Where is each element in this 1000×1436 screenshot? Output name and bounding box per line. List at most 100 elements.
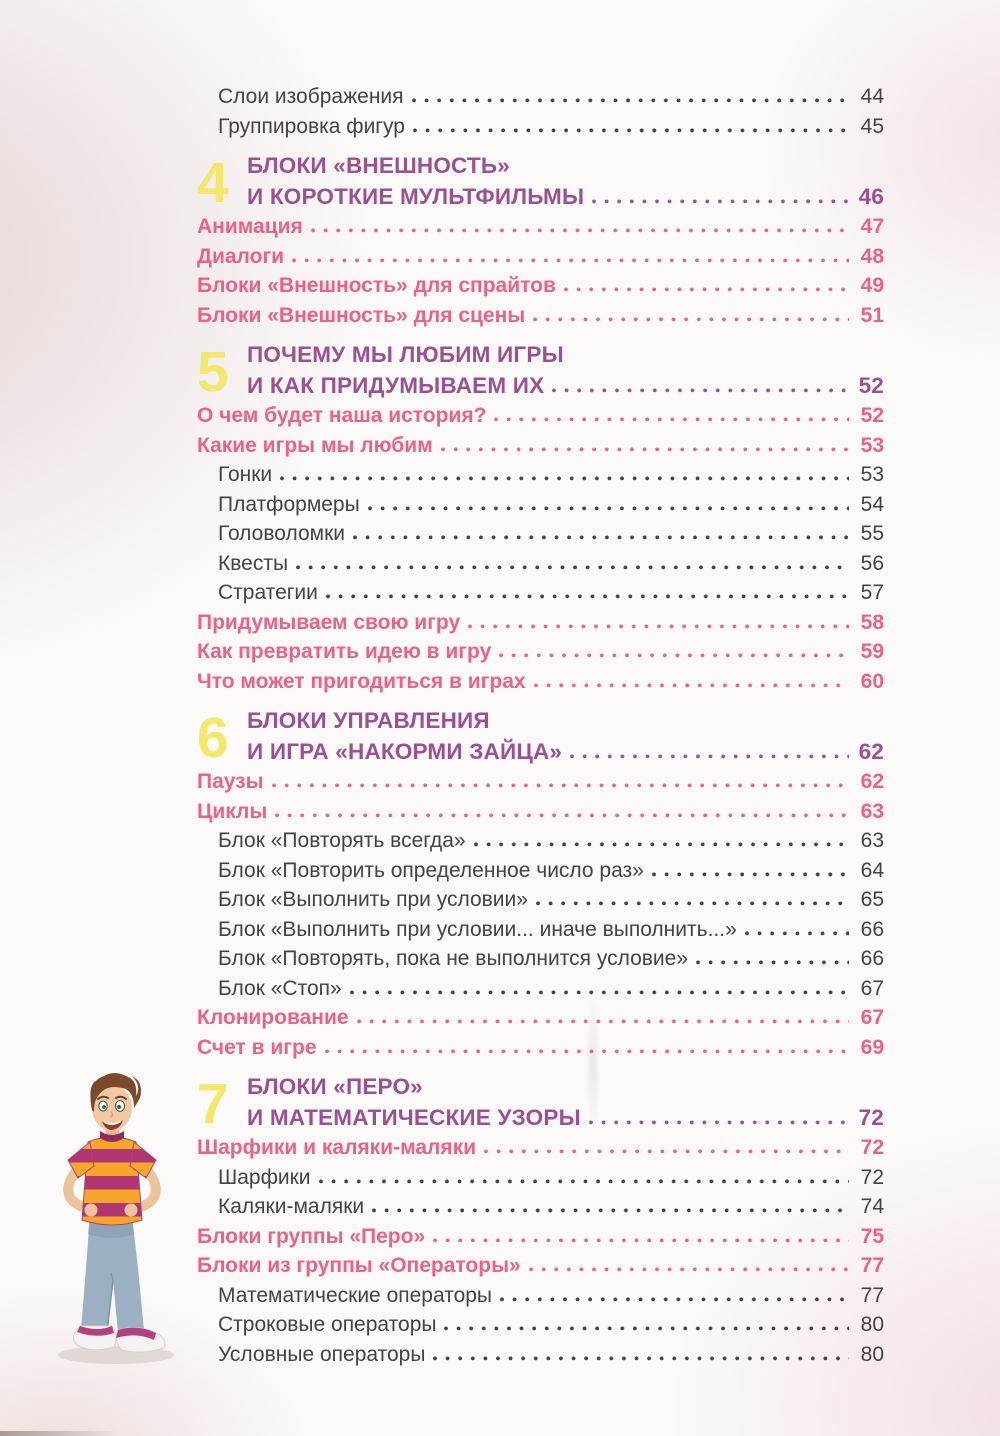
hand-left	[84, 1203, 98, 1217]
toc-entry-label: Клонирование	[197, 1006, 349, 1029]
page-number: 67	[860, 976, 884, 1000]
page-number: 66	[860, 947, 884, 970]
toc-entry-label: Как превратить идею в игру	[197, 640, 492, 663]
dotted-leader	[324, 1048, 849, 1054]
chapter-title-text: И КОРОТКИЕ МУЛЬТФИЛЬМЫ	[247, 183, 585, 209]
page-number: 57	[860, 581, 884, 604]
page-number: 80	[860, 1342, 884, 1366]
toc-entry-label: Какие игры мы любим	[197, 433, 433, 457]
page-number: 67	[860, 1006, 884, 1029]
dotted-leader	[433, 1355, 849, 1361]
page-number: 47	[860, 215, 884, 238]
page-number: 53	[860, 433, 884, 457]
dotted-leader	[325, 594, 849, 599]
page-number: 60	[860, 669, 884, 693]
chapter-title: БЛОКИ «ПЕРО» И МАТЕМАТИЧЕСКИЕ УЗОРЫ 72	[247, 1072, 884, 1133]
page-number: 52	[858, 372, 884, 398]
chapter-number: 6	[197, 706, 229, 770]
toc-entry-label: Счет в игре	[197, 1035, 317, 1059]
dotted-leader	[533, 316, 849, 322]
collar	[100, 1131, 124, 1142]
chapter-title-line: И КОРОТКИЕ МУЛЬТФИЛЬМЫ 46	[247, 182, 884, 213]
toc-entry: Придумываем свою игру 58	[197, 608, 884, 638]
dotted-leader	[468, 623, 849, 629]
page-number: 52	[860, 404, 884, 427]
toc-chapter: 6 БЛОКИ УПРАВЛЕНИЯ И ИГРА «НАКОРМИ ЗАЙЦА» 6…	[197, 706, 884, 767]
dotted-leader	[535, 901, 849, 906]
dotted-leader	[296, 564, 849, 570]
toc-entry: Диалоги 48	[197, 242, 884, 272]
toc-entry: О чем будет наша история? 52	[197, 401, 884, 431]
page-number: 48	[860, 244, 884, 268]
dotted-leader	[275, 812, 849, 818]
toc-entry: Блок «Стоп» 67	[218, 974, 884, 1004]
page-number: 80	[860, 1313, 884, 1336]
toc-entry: Математические операторы 77	[218, 1281, 884, 1311]
toc-entry-label: Блок «Повторить определенное число раз»	[218, 858, 644, 882]
toc-entry: Клонирование 67	[197, 1003, 884, 1033]
sneaker-left	[73, 1325, 117, 1351]
toc-entry: Стратегии 57	[218, 578, 884, 608]
toc-entry-label: Платформеры	[218, 492, 360, 516]
toc-entry: Как превратить идею в игру 59	[197, 637, 884, 667]
dotted-leader	[411, 98, 849, 103]
toc-entry: Блок «Выполнить при условии» 65	[218, 885, 884, 915]
dotted-leader	[356, 1019, 849, 1024]
toc-entry: Шарфики 72	[218, 1163, 884, 1193]
dotted-leader	[412, 127, 849, 133]
dotted-leader	[744, 930, 849, 936]
page-number: 72	[860, 1136, 884, 1159]
toc-entry-label: Блоки «Внешность» для сцены	[197, 303, 526, 327]
toc-entry: Каляки-маляки 74	[218, 1192, 884, 1222]
toc-entry: Гонки 53	[218, 460, 884, 490]
page-number: 54	[860, 492, 884, 516]
toc-entry: Платформеры 54	[218, 490, 884, 520]
toc-entry: Блоки «Внешность» для спрайтов 49	[197, 271, 884, 301]
page-number: 63	[860, 799, 884, 823]
toc-entry: Какие игры мы любим 53	[197, 431, 884, 461]
chapter-title: БЛОКИ УПРАВЛЕНИЯ И ИГРА «НАКОРМИ ЗАЙЦА» 62	[247, 706, 884, 767]
toc-entry: Блок «Выполнить при условии... иначе вып…	[218, 915, 884, 945]
toc-chapter: 7 БЛОКИ «ПЕРО» И МАТЕМАТИЧЕСКИЕ УЗОРЫ 72	[197, 1072, 884, 1133]
chapter-title-line: БЛОКИ «ПЕРО»	[247, 1074, 423, 1099]
toc-entry-label: Блоки из группы «Операторы»	[197, 1254, 521, 1277]
sneaker-right	[116, 1327, 166, 1353]
toc-entry: Анимация 47	[197, 212, 884, 242]
toc-entry-label: Гонки	[218, 463, 273, 486]
mouth	[102, 1120, 123, 1130]
toc-entry-label: Придумываем свою игру	[197, 610, 461, 634]
page-number: 62	[858, 738, 884, 764]
dotted-leader	[444, 1326, 849, 1331]
page-number: 63	[860, 829, 884, 852]
head	[90, 1073, 141, 1131]
page-number: 44	[860, 85, 884, 108]
dotted-leader	[484, 1149, 849, 1154]
toc-entry: Что может пригодиться в играх 60	[197, 667, 884, 697]
jeans	[81, 1216, 144, 1332]
dotted-leader	[563, 287, 849, 292]
toc-entry-label: Что может пригодиться в играх	[197, 669, 526, 693]
chapter-number: 4	[197, 151, 229, 215]
toc-entry: Блок «Повторять, пока не выполнится усло…	[218, 944, 884, 974]
cartoon-boy-illustration	[58, 1073, 174, 1364]
dotted-leader	[570, 753, 849, 759]
toc-entry-label: Головоломки	[218, 522, 346, 545]
toc-entry-label: Блоки «Внешность» для спрайтов	[197, 274, 556, 297]
page-number: 64	[860, 858, 884, 882]
toc-entry: Условные операторы 80	[218, 1340, 884, 1370]
toc-entry-label: Группировка фигур	[218, 114, 405, 138]
page-number: 58	[860, 610, 884, 634]
page-number: 74	[860, 1195, 884, 1218]
hand-right	[124, 1203, 138, 1217]
dotted-leader	[499, 653, 849, 658]
chapter-title: БЛОКИ «ВНЕШНОСТЬ» И КОРОТКИЕ МУЛЬТФИЛЬМЫ 4…	[247, 151, 884, 212]
page-number: 75	[860, 1224, 884, 1248]
dotted-leader	[292, 257, 849, 263]
page-number: 56	[860, 551, 884, 575]
toc-entry-label: Условные операторы	[218, 1342, 426, 1366]
toc-entry-label: Блок «Стоп»	[218, 976, 342, 1000]
dotted-leader	[353, 535, 849, 540]
chapter-title-text: И КАК ПРИДУМЫВАЕМ ИХ	[247, 372, 545, 398]
dotted-leader	[372, 1208, 849, 1213]
chapter-title-line: И МАТЕМАТИЧЕСКИЕ УЗОРЫ 72	[247, 1103, 884, 1134]
